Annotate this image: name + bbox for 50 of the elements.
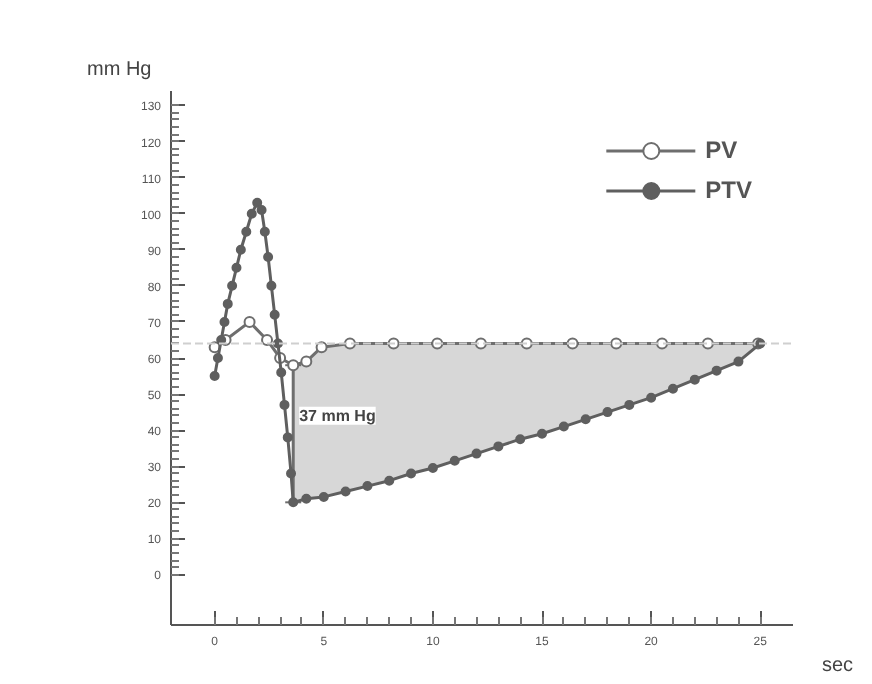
point	[602, 407, 613, 418]
point	[537, 428, 548, 439]
point	[212, 353, 223, 363]
point	[558, 421, 569, 432]
point	[231, 262, 242, 273]
point	[243, 315, 256, 328]
point	[235, 244, 246, 255]
point	[471, 448, 482, 459]
point	[219, 316, 230, 327]
point	[263, 251, 274, 262]
point	[300, 355, 313, 368]
point	[216, 334, 227, 345]
y-axis-title: mm Hg	[87, 59, 152, 81]
point	[406, 468, 417, 479]
point	[282, 432, 293, 443]
point	[209, 371, 220, 382]
legend-label: PTV	[705, 176, 752, 204]
point	[287, 359, 300, 372]
point	[266, 280, 277, 291]
point	[301, 493, 312, 504]
point	[279, 399, 290, 410]
point	[286, 468, 297, 479]
point	[689, 374, 700, 385]
point	[222, 298, 233, 309]
point	[362, 481, 373, 492]
point	[276, 367, 287, 378]
point	[318, 491, 329, 502]
annotation: 37 mm Hg	[299, 406, 376, 425]
point	[256, 205, 267, 216]
point	[269, 309, 280, 320]
point	[427, 463, 438, 474]
point	[241, 226, 252, 237]
point	[711, 365, 722, 376]
point	[493, 441, 504, 452]
point	[449, 455, 460, 466]
point	[227, 280, 238, 291]
point	[667, 383, 678, 394]
point	[259, 226, 270, 237]
legend-label: PV	[705, 136, 740, 164]
x-axis-title: sec	[821, 655, 853, 677]
point	[646, 392, 657, 403]
point	[261, 333, 274, 346]
point	[515, 434, 526, 445]
point	[624, 399, 635, 410]
point	[733, 356, 744, 367]
point	[384, 475, 395, 486]
point	[246, 208, 257, 219]
point	[580, 414, 591, 425]
point	[340, 486, 351, 497]
point	[252, 197, 263, 208]
